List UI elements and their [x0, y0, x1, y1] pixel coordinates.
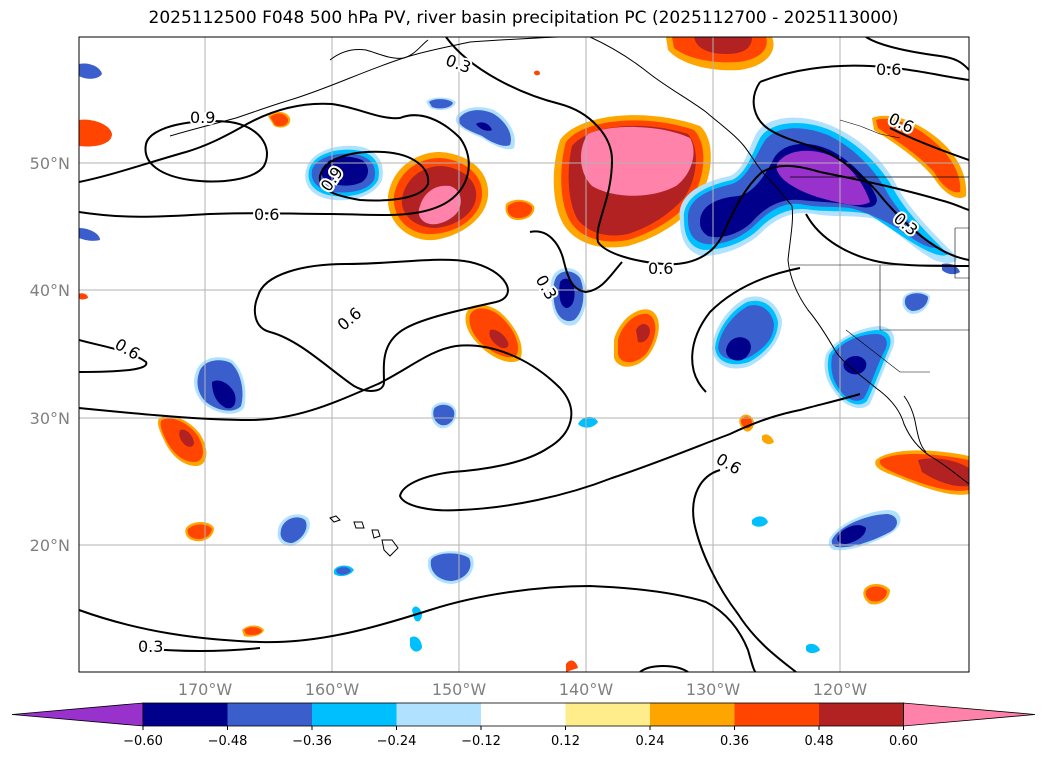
precip-blob-west-edge	[79, 119, 112, 147]
pv-contour-09-gulf	[318, 150, 430, 202]
lon-label-130w: 130°W	[686, 680, 741, 699]
longitude-labels: 170°W 160°W 150°W 140°W 130°W 120°W	[178, 680, 868, 699]
colorbar-tick-label: 0.48	[805, 734, 834, 749]
lon-label-140w: 140°W	[559, 680, 614, 699]
lon-label-120w: 120°W	[813, 680, 868, 699]
colorbar: −0.60 −0.48 −0.36 −0.24 −0.12 0.12 0.24 0.36 0.4…	[11, 702, 1036, 749]
map-plot-area: 0.3 0.6 0.9 0.6 0.9 0.6 0.6 0.3 0.6 0.6 …	[79, 37, 969, 672]
contour-label: 0.9	[190, 108, 215, 127]
colorbar-segment	[396, 703, 482, 726]
colorbar-tick-label: −0.48	[208, 734, 248, 749]
pv-contour-06-mid	[529, 230, 623, 294]
graticule	[79, 37, 969, 672]
colorbar-segment	[481, 703, 566, 726]
colorbar-tick-label: −0.24	[377, 734, 417, 749]
lat-label-40n: 40°N	[30, 281, 70, 300]
colorbar-segment	[734, 703, 820, 726]
colorbar-frame	[142, 702, 904, 727]
lat-label-30n: 30°N	[30, 409, 70, 428]
pv-contour-09-alaska	[144, 120, 268, 183]
colorbar-segment	[143, 703, 228, 726]
contour-label: 0.6	[254, 205, 279, 224]
contour-label: 0.6	[648, 259, 673, 278]
lat-label-50n: 50°N	[30, 154, 70, 173]
pv-contour-03-ne	[759, 64, 969, 83]
pv-contour-06-north	[79, 102, 470, 218]
pv-contour-06-central-ridge	[445, 37, 763, 266]
lon-label-170w: 170°W	[178, 680, 233, 699]
colorbar-tick-label: −0.60	[123, 734, 163, 749]
map-title: 2025112500 F048 500 hPa PV, river basin …	[148, 8, 899, 28]
colorbar-tick-label: −0.36	[292, 734, 332, 749]
contour-label: 0.3	[138, 637, 163, 656]
colorbar-tick-label: −0.12	[461, 734, 501, 749]
colorbar-segment	[819, 703, 904, 726]
colorbar-segment	[650, 703, 735, 726]
colorbar-tick-label: 0.60	[889, 734, 918, 749]
lon-label-160w: 160°W	[305, 680, 360, 699]
pv-contour-06-south	[79, 344, 861, 512]
colorbar-extend-high	[903, 702, 1036, 727]
colorbar-segment	[565, 703, 651, 726]
negative-precip-anomalies	[79, 63, 960, 653]
colorbar-tick-label: 0.12	[551, 734, 580, 749]
colorbar-segment	[312, 703, 397, 726]
lat-label-20n: 20°N	[30, 536, 70, 555]
map-frame	[78, 36, 970, 673]
contour-label: 0.6	[876, 60, 901, 79]
latitude-labels: 50°N 40°N 30°N 20°N	[30, 154, 70, 555]
colorbar-tick-label: 0.24	[636, 734, 665, 749]
colorbar-extend-low	[11, 702, 144, 727]
pv-contour-06-sw	[692, 469, 797, 672]
colorbar-tick-label: 0.36	[720, 734, 749, 749]
pv-contours	[79, 37, 969, 672]
colorbar-segment	[227, 703, 313, 726]
lon-label-150w: 150°W	[432, 680, 487, 699]
